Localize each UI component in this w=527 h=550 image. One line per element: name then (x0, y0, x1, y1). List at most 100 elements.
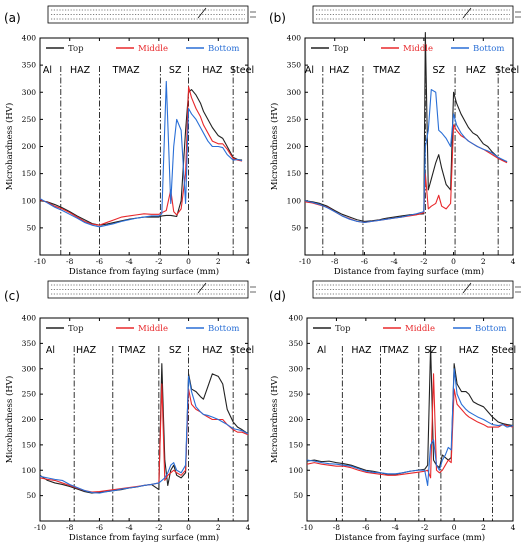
x-tick-label: -6 (96, 523, 104, 532)
schematic-outline (47, 280, 249, 299)
region-label: Steel (495, 65, 519, 76)
x-tick-label: -4 (125, 257, 133, 266)
x-tick-label: 2 (481, 523, 486, 532)
series-line-middle (39, 86, 243, 226)
weld-schematic (312, 5, 521, 24)
region-label: SZ (432, 65, 445, 76)
y-tick-label: 50 (291, 223, 301, 232)
series-line-middle (39, 383, 249, 493)
legend-label-top: Top (335, 324, 351, 334)
region-label: HAZ (329, 65, 350, 76)
series-line-middle (304, 124, 508, 223)
chart-panel-2: (c) 50 100 150 200 250 300 350 400 -10 -8 -6 -4 -2 0 2 4… (4, 280, 256, 543)
y-tick-label: 50 (26, 491, 36, 500)
region-label: TMAZ (112, 65, 140, 76)
x-tick-label: -4 (125, 523, 133, 532)
region-label: HAZ (202, 65, 223, 76)
x-tick-label: -10 (299, 257, 311, 266)
series-line-top (39, 363, 249, 494)
series-line-bottom (39, 375, 249, 494)
schematic-outline (312, 5, 514, 24)
x-tick-label: 2 (216, 523, 221, 532)
x-tick-label: 0 (452, 523, 457, 532)
region-label: HAZ (70, 65, 91, 76)
y-tick-label: 50 (26, 223, 36, 232)
y-tick-label: 300 (287, 88, 302, 97)
schematic-interface (462, 282, 472, 294)
region-label: Steel (492, 345, 516, 356)
x-axis-label: Distance from faying surface (mm) (335, 532, 485, 543)
x-tick-label: -4 (390, 257, 398, 266)
x-tick-label: 2 (216, 257, 221, 266)
series-line-bottom (306, 368, 514, 487)
series-line-top (39, 88, 243, 226)
legend-label-top: Top (68, 44, 84, 54)
y-tick-label: 400 (22, 314, 37, 323)
x-tick-label: 4 (246, 257, 251, 266)
region-label: TMAZ (118, 345, 146, 356)
x-axis-label: Distance from faying surface (mm) (69, 266, 219, 277)
x-tick-label: 0 (451, 257, 456, 266)
x-axis-label: Distance from faying surface (mm) (69, 532, 219, 543)
series-line-bottom (39, 80, 243, 228)
legend-label-middle: Middle (138, 324, 168, 334)
x-axis-label: Distance from faying surface (mm) (334, 266, 484, 277)
x-tick-label: 4 (511, 257, 516, 266)
schematic-interface (462, 7, 472, 19)
schematic-interface (197, 7, 207, 19)
weld-schematic (47, 280, 256, 299)
x-tick-label: -6 (96, 257, 104, 266)
region-label: Al (317, 345, 326, 356)
y-axis-label: Microhardness (HV) (269, 376, 280, 464)
legend-label-top: Top (333, 44, 349, 54)
y-tick-label: 50 (293, 491, 303, 500)
legend: Top Middle Bottom (311, 44, 504, 54)
region-label: Al (43, 65, 52, 76)
series-line-top (306, 345, 514, 475)
region-label: SZ (169, 345, 182, 356)
legend-label-bottom: Bottom (208, 324, 239, 334)
region-label: HAZ (76, 345, 97, 356)
x-tick-label: 4 (246, 523, 251, 532)
x-tick-label: -2 (155, 523, 163, 532)
y-axis-label: Microhardness (HV) (4, 376, 15, 464)
y-tick-label: 400 (22, 34, 37, 43)
y-tick-label: 150 (287, 169, 302, 178)
y-tick-label: 350 (22, 61, 37, 70)
region-label: TMAZ (381, 345, 409, 356)
region-label: HAZ (351, 345, 372, 356)
y-tick-label: 100 (287, 196, 302, 205)
schematic-outline (47, 5, 249, 24)
y-tick-label: 350 (287, 61, 302, 70)
series-line-bottom (304, 88, 508, 223)
x-tick-label: 0 (186, 257, 191, 266)
legend-label-middle: Middle (403, 44, 433, 54)
x-tick-label: -8 (331, 257, 339, 266)
y-tick-label: 300 (22, 88, 37, 97)
y-tick-label: 150 (22, 440, 37, 449)
x-tick-label: -10 (34, 257, 46, 266)
region-label: HAZ (459, 345, 480, 356)
chart-panel-3: (d) 50 100 150 200 250 300 350 400 -10 -8 -6 -4 -2 0 2 4… (269, 280, 521, 543)
legend: Top Middle Bottom (313, 324, 506, 334)
legend-label-bottom: Bottom (475, 324, 506, 334)
x-tick-label: -8 (66, 523, 74, 532)
panel-label: (c) (4, 289, 20, 303)
legend-label-bottom: Bottom (473, 44, 504, 54)
region-label: HAZ (466, 65, 487, 76)
weld-schematic (312, 280, 521, 299)
x-tick-label: 4 (511, 523, 516, 532)
schematic-outline (312, 280, 514, 299)
x-tick-label: -6 (361, 257, 369, 266)
y-tick-label: 400 (289, 314, 304, 323)
y-tick-label: 200 (287, 142, 302, 151)
y-tick-label: 400 (287, 34, 302, 43)
x-tick-label: -10 (34, 523, 46, 532)
region-label: Al (305, 65, 314, 76)
chart-panel-0: (a) 50 100 150 200 250 300 350 400 -10 -8 -6 -4 -2 0 2 4… (4, 5, 256, 277)
series-line-middle (306, 373, 514, 479)
x-tick-label: 0 (186, 523, 191, 532)
x-tick-label: -2 (420, 257, 428, 266)
y-tick-label: 100 (289, 466, 304, 475)
